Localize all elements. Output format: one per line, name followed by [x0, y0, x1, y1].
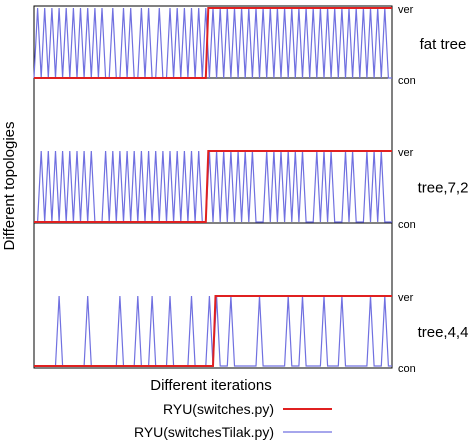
- tick-label-con-0: con: [398, 75, 416, 87]
- panels: ver con fat tree ver con tree,7,2 ver con tree,4…: [33, 4, 469, 375]
- plot-frame: [33, 5, 393, 369]
- ryu-series-0: [34, 7, 392, 79]
- tick-label-ver-1: ver: [398, 147, 414, 159]
- tick-label-ver-0: ver: [398, 4, 414, 16]
- tilak-series-1: [34, 150, 392, 223]
- ryu-series-1: [34, 150, 392, 223]
- panel-name-1: tree,7,2: [418, 180, 469, 197]
- legend-label-0: RYU(switches.py): [163, 401, 274, 417]
- panel-name-0: fat tree: [420, 36, 467, 53]
- ryu-series-2: [34, 295, 392, 367]
- y-axis-label: Different topologies: [1, 122, 18, 251]
- tick-label-con-2: con: [398, 363, 416, 375]
- panel-name-2: tree,4,4: [418, 324, 469, 341]
- legend-label-1: RYU(switchesTilak.py): [134, 424, 274, 440]
- tick-label-ver-2: ver: [398, 292, 414, 304]
- tilak-series-2: [34, 295, 392, 367]
- tilak-series-0: [33, 7, 392, 79]
- x-axis-label: Different iterations: [150, 377, 271, 394]
- legend: RYU(switches.py) RYU(switchesTilak.py): [134, 401, 332, 440]
- tick-label-con-1: con: [398, 219, 416, 231]
